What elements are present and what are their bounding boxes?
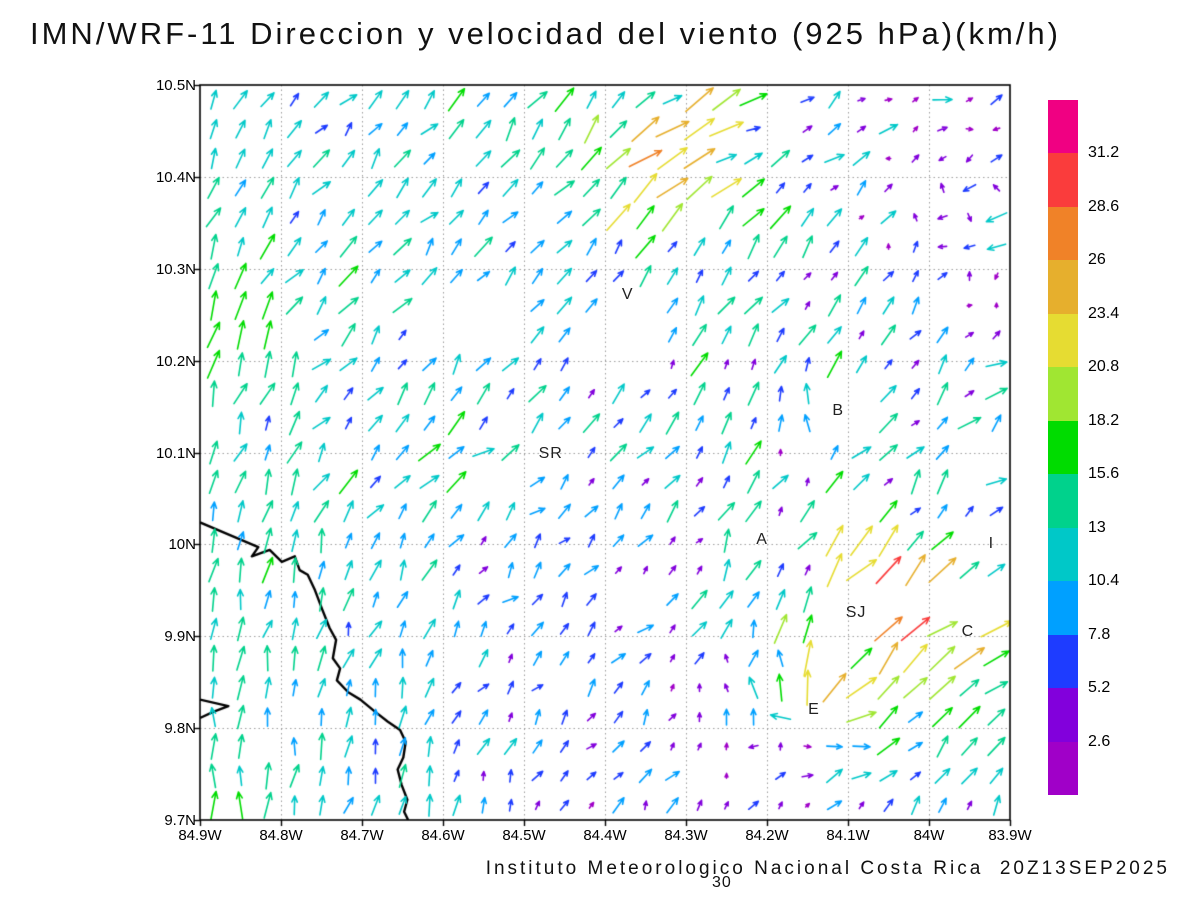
station-label: A xyxy=(756,530,768,548)
colorbar-tick-label: 10.4 xyxy=(1088,572,1120,590)
colorbar-tick-label: 31.2 xyxy=(1088,144,1120,162)
x-axis-tick-label: 84.8W xyxy=(259,827,303,844)
colorbar-segment xyxy=(1048,100,1078,154)
colorbar-tick-label: 18.2 xyxy=(1088,411,1120,429)
x-axis-tick-label: 84.6W xyxy=(421,827,465,844)
station-label: C xyxy=(961,622,975,640)
colorbar-segment xyxy=(1048,741,1078,796)
station-label: SJ xyxy=(845,604,867,622)
colorbar-tick-label: 13 xyxy=(1088,518,1106,536)
colorbar-segment xyxy=(1048,206,1078,261)
y-axis-tick-label: 10.2N xyxy=(155,352,196,370)
x-axis-tick-label: 84.4W xyxy=(583,827,627,844)
x-axis-tick-label: 84.9W xyxy=(178,827,222,844)
station-label: E xyxy=(808,700,820,718)
colorbar-tick-label: 2.6 xyxy=(1088,732,1111,750)
colorbar-segment xyxy=(1048,313,1078,368)
footer-credit: Instituto Meteorologico Nacional Costa R… xyxy=(486,858,1170,880)
x-axis-tick-label: 84.3W xyxy=(664,827,708,844)
y-axis-tick-label: 9.8N xyxy=(164,720,196,738)
colorbar-segment xyxy=(1048,153,1078,207)
station-label: B xyxy=(832,402,845,420)
x-axis-tick-label: 84.2W xyxy=(745,827,789,844)
station-label: I xyxy=(988,535,995,553)
x-axis-tick-label: 84.7W xyxy=(340,827,384,844)
x-axis-tick-label: 84.5W xyxy=(502,827,546,844)
valid-datetime: 20Z13SEP2025 xyxy=(999,858,1170,879)
x-axis-tick-label: 84.1W xyxy=(826,827,870,844)
colorbar-segment xyxy=(1048,474,1078,528)
y-axis-tick-label: 10.3N xyxy=(155,260,196,278)
y-axis-tick-label: 9.9N xyxy=(164,628,196,646)
x-axis-tick-label: 83.9W xyxy=(988,827,1032,844)
y-axis-tick-label: 10.1N xyxy=(155,444,196,462)
colorbar-tick-label: 26 xyxy=(1088,251,1106,269)
colorbar-tick-label: 23.4 xyxy=(1088,304,1120,322)
colorbar-segment xyxy=(1048,688,1078,742)
colorbar-segment xyxy=(1048,581,1078,635)
x-axis-tick-label: 84W xyxy=(913,827,945,844)
forecast-hour: 30 xyxy=(712,874,732,891)
y-axis-tick-label: 9.7N xyxy=(164,812,196,829)
colorbar-segment xyxy=(1048,420,1078,475)
colorbar-segment xyxy=(1048,634,1078,689)
colorbar-tick-label: 5.2 xyxy=(1088,679,1111,697)
colorbar xyxy=(1048,100,1078,796)
y-axis-tick-label: 10.5N xyxy=(155,77,196,94)
colorbar-tick-label: 15.6 xyxy=(1088,465,1120,483)
colorbar-tick-label: 20.8 xyxy=(1088,358,1120,376)
institute-name: Instituto Meteorologico Nacional Costa R… xyxy=(485,858,984,879)
colorbar-segment xyxy=(1048,527,1078,582)
colorbar-tick-label: 7.8 xyxy=(1088,625,1111,643)
colorbar-tick-label: 28.6 xyxy=(1088,197,1120,215)
y-axis-tick-label: 10N xyxy=(168,536,196,554)
colorbar-segment xyxy=(1048,367,1078,421)
colorbar-segment xyxy=(1048,260,1078,314)
station-label: SR xyxy=(538,445,563,463)
station-label: V xyxy=(621,286,634,304)
y-axis-tick-label: 10.4N xyxy=(155,168,196,186)
